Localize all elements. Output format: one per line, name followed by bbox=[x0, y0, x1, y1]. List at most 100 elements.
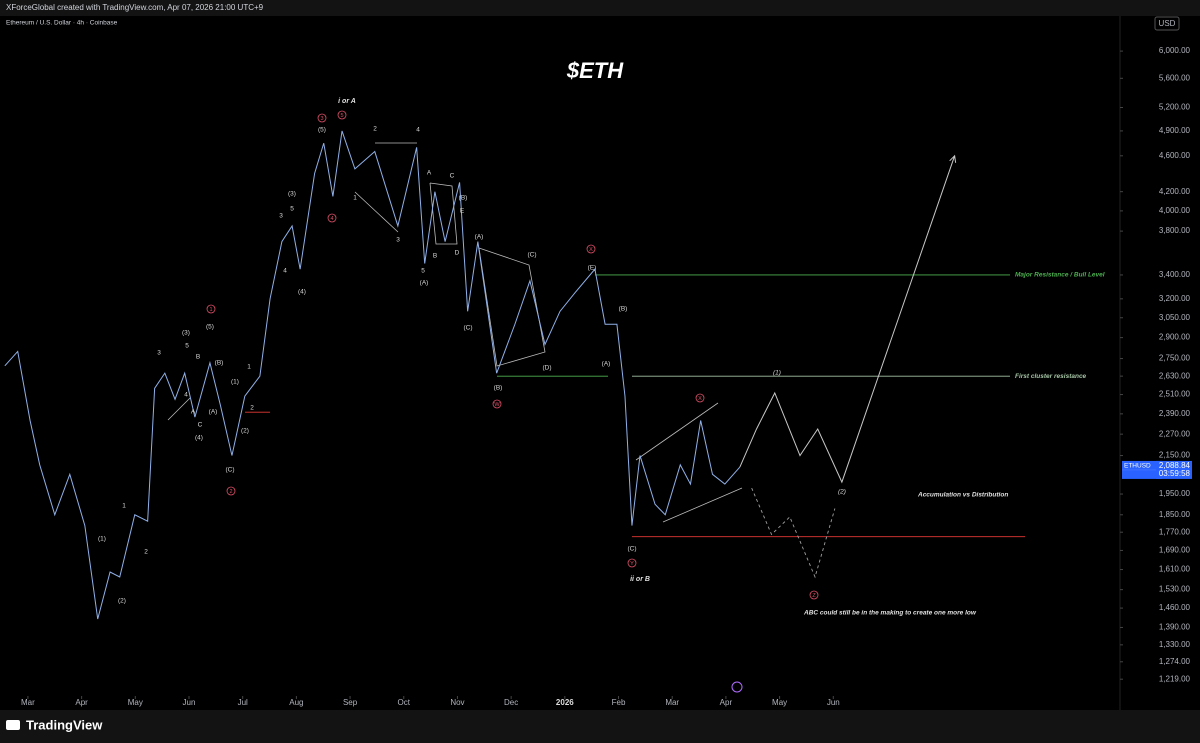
y-tick-label: 1,390.00 bbox=[1159, 623, 1191, 632]
last-price: 2,088.84 bbox=[1159, 461, 1191, 470]
wave-label: (1) bbox=[98, 536, 106, 543]
y-tick-label: 1,330.00 bbox=[1159, 640, 1191, 649]
pattern bbox=[167, 397, 191, 421]
level-label: First cluster resistance bbox=[1015, 373, 1087, 380]
wave-label: 1 bbox=[247, 364, 251, 371]
price-line bbox=[4, 130, 741, 620]
wave-label: B bbox=[196, 354, 200, 361]
countdown: 03:59:58 bbox=[1159, 469, 1191, 478]
circled-marker bbox=[586, 244, 596, 254]
price-line bbox=[751, 487, 836, 579]
y-tick-label: 2,750.00 bbox=[1159, 354, 1191, 363]
circled-label: Y bbox=[630, 561, 634, 567]
wave-label: 3 bbox=[279, 213, 283, 220]
pattern bbox=[429, 182, 458, 245]
event-icon bbox=[731, 681, 743, 693]
y-tick-label: 2,630.00 bbox=[1159, 371, 1191, 380]
y-tick-label: 4,000.00 bbox=[1159, 206, 1191, 215]
y-tick-label: 2,510.00 bbox=[1159, 390, 1191, 399]
wave-label: (A) bbox=[209, 409, 218, 416]
x-tick-label: Jul bbox=[238, 698, 248, 707]
y-tick-label: 1,530.00 bbox=[1159, 585, 1191, 594]
circled-marker bbox=[206, 304, 216, 314]
x-tick-label: Dec bbox=[504, 698, 518, 707]
wave-label: 1 bbox=[353, 195, 357, 202]
wave-label: C bbox=[450, 173, 455, 180]
pattern-lines bbox=[167, 142, 743, 523]
circled-label: X bbox=[698, 396, 702, 402]
wave-label: (2) bbox=[838, 489, 846, 496]
circled-label: 4 bbox=[330, 216, 333, 222]
wave-label: (3) bbox=[182, 330, 190, 337]
wave-label: 2 bbox=[373, 126, 377, 133]
y-tick-label: 6,000.00 bbox=[1159, 46, 1191, 55]
note: ABC could still be in the making to crea… bbox=[803, 610, 977, 617]
y-tick-label: 1,219.00 bbox=[1159, 674, 1191, 683]
symbol-tag: ETHUSD bbox=[1124, 463, 1151, 470]
y-tick-label: 1,950.00 bbox=[1159, 489, 1191, 498]
wave-label: (A) bbox=[475, 234, 484, 241]
y-tick-label: 2,150.00 bbox=[1159, 451, 1191, 460]
wave-label: (D) bbox=[542, 365, 551, 372]
level-label: Major Resistance / Bull Level bbox=[1015, 272, 1105, 279]
footer-bar bbox=[0, 710, 1200, 743]
x-tick-label: Mar bbox=[21, 698, 35, 707]
y-tick-label: 3,200.00 bbox=[1159, 294, 1191, 303]
wave-label: (B) bbox=[459, 195, 468, 202]
header-bar bbox=[0, 0, 1200, 16]
circled-marker bbox=[327, 213, 337, 223]
wave-label: (C) bbox=[463, 325, 472, 332]
wave-label: 5 bbox=[185, 343, 189, 350]
wave-label: (C) bbox=[527, 252, 536, 259]
circled-marker bbox=[317, 113, 327, 123]
circled-label: 2 bbox=[229, 489, 232, 495]
degree-label: ii or B bbox=[630, 576, 650, 583]
x-tick-label: Jun bbox=[183, 698, 196, 707]
circled-marker bbox=[627, 558, 637, 568]
circled-marker bbox=[809, 590, 819, 600]
y-tick-label: 5,200.00 bbox=[1159, 103, 1191, 112]
header: XForceGlobal created with TradingView.co… bbox=[6, 3, 264, 12]
y-tick-label: 4,600.00 bbox=[1159, 151, 1191, 160]
y-tick-label: 4,900.00 bbox=[1159, 126, 1191, 135]
circled-marker bbox=[226, 486, 236, 496]
circled-label: 3 bbox=[320, 116, 323, 122]
y-tick-label: 3,050.00 bbox=[1159, 313, 1191, 322]
wave-label: D bbox=[455, 250, 460, 257]
wave-label: 1 bbox=[122, 503, 126, 510]
wave-label: (4) bbox=[298, 289, 306, 296]
wave-label: A bbox=[191, 409, 196, 416]
wave-label: (A) bbox=[420, 280, 429, 287]
wave-label: (2) bbox=[241, 428, 249, 435]
price-tag-value bbox=[1156, 460, 1192, 479]
price-line bbox=[739, 155, 956, 484]
pattern bbox=[478, 247, 546, 367]
wave-label: 4 bbox=[416, 127, 420, 134]
wave-label: (E) bbox=[588, 265, 597, 272]
circled-label: W bbox=[494, 402, 500, 408]
circled-marker bbox=[695, 393, 705, 403]
wave-label: (C) bbox=[627, 546, 636, 553]
logo-icon bbox=[6, 720, 20, 730]
wave-label: 5 bbox=[290, 206, 294, 213]
wave-label: B bbox=[433, 253, 437, 260]
x-tick-label: May bbox=[128, 698, 143, 707]
y-tick-label: 2,270.00 bbox=[1159, 429, 1191, 438]
wave-label: E bbox=[460, 208, 465, 215]
pattern bbox=[662, 487, 743, 523]
currency: USD bbox=[1159, 19, 1176, 28]
y-tick-label: 5,600.00 bbox=[1159, 73, 1191, 82]
note: Accumulation vs Distribution bbox=[917, 492, 1008, 499]
wave-label: C bbox=[198, 422, 203, 429]
circled-label: 5 bbox=[340, 113, 343, 119]
x-tick-label: Apr bbox=[75, 698, 88, 707]
wave-label: 3 bbox=[157, 350, 161, 357]
y-tick-label: 1,460.00 bbox=[1159, 603, 1191, 612]
circled-marker bbox=[492, 399, 502, 409]
arrow-head bbox=[949, 154, 957, 163]
y-tick-label: 4,200.00 bbox=[1159, 187, 1191, 196]
chart-title: $ETH bbox=[566, 58, 624, 83]
pattern bbox=[354, 191, 399, 233]
